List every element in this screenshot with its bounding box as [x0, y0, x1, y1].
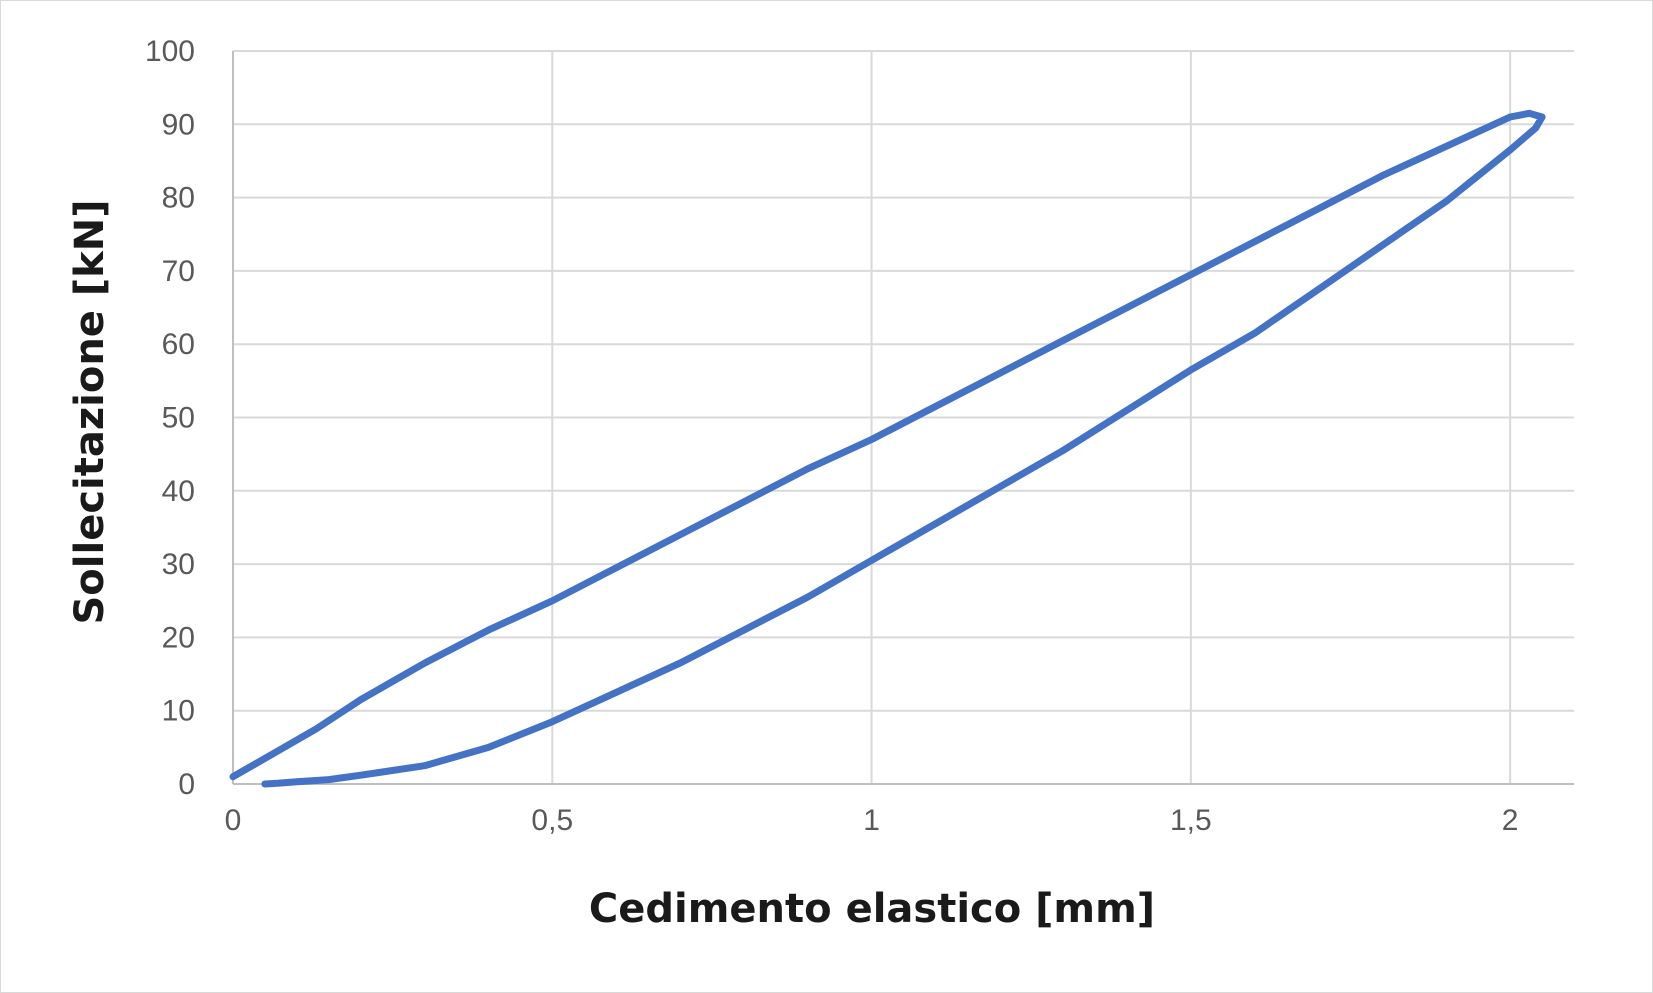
- y-tick-label: 20: [162, 621, 195, 654]
- y-tick-label: 10: [162, 695, 195, 728]
- series-line: [229, 109, 1546, 788]
- y-tick-label: 60: [162, 328, 195, 361]
- x-axis-title: Cedimento elastico [mm]: [589, 886, 1155, 932]
- y-tick-label: 30: [162, 548, 195, 581]
- y-tick-label: 0: [178, 768, 195, 801]
- x-tick-label: 1: [863, 804, 880, 837]
- y-tick-label: 40: [162, 475, 195, 508]
- y-axis-title: Sollecitazione [kN]: [67, 199, 113, 624]
- y-tick-label: 50: [162, 402, 195, 435]
- axes: [232, 51, 1574, 785]
- x-tick-label: 0,5: [531, 804, 573, 837]
- series-layer: [229, 109, 1546, 788]
- tick-labels: 0 10 20 30 40 50 60 70 80 90 100 0 0,5 1 1,5 2: [145, 35, 1519, 837]
- x-tick-label: 0: [225, 804, 242, 837]
- grid: [233, 50, 1574, 784]
- y-tick-label: 70: [162, 255, 195, 288]
- x-tick-label: 1,5: [1170, 804, 1212, 837]
- y-tick-label: 90: [162, 108, 195, 141]
- x-tick-label: 2: [1502, 804, 1519, 837]
- y-tick-label: 100: [145, 35, 195, 68]
- y-tick-label: 80: [162, 182, 195, 215]
